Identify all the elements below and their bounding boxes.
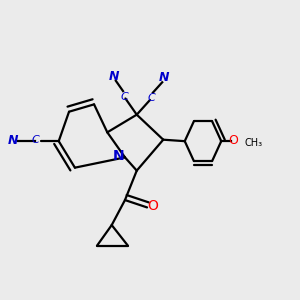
Text: N: N [8, 134, 18, 147]
Text: C: C [148, 94, 155, 103]
Text: CH₃: CH₃ [245, 138, 263, 148]
Text: N: N [158, 71, 169, 84]
Text: C: C [32, 135, 40, 145]
Text: N: N [109, 70, 120, 83]
Text: O: O [147, 199, 158, 213]
Text: N: N [113, 149, 124, 163]
Text: C: C [120, 92, 128, 102]
Text: O: O [229, 134, 238, 147]
